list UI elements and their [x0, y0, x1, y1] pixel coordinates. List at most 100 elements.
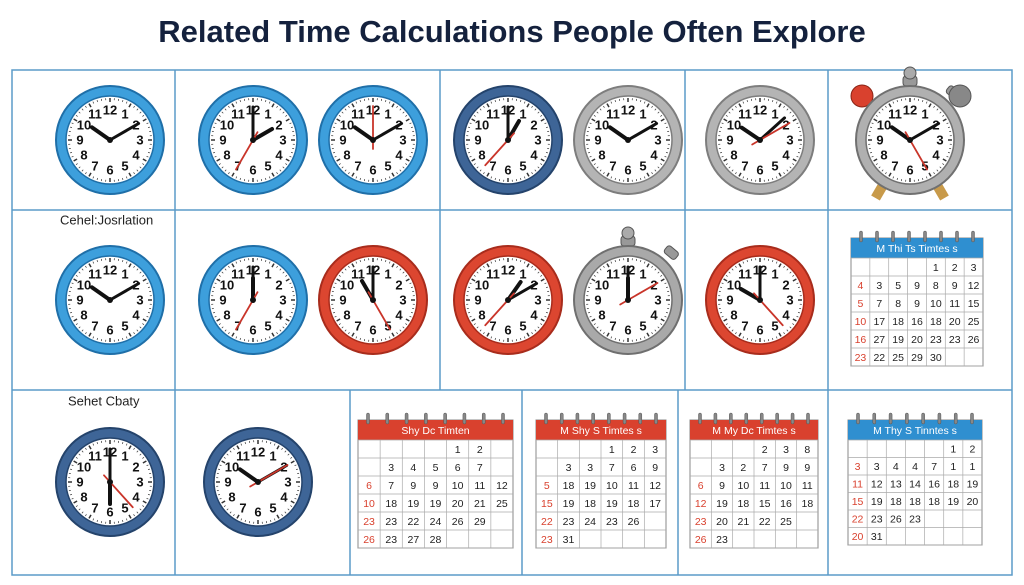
hour-hand: [251, 127, 275, 142]
calendar-day: 20: [911, 334, 923, 346]
minute-tick: [281, 447, 283, 450]
spiral-ring: [856, 412, 860, 425]
minute-tick: [75, 275, 78, 277]
minute-tick: [587, 286, 591, 288]
calendar-day: 2: [762, 444, 768, 456]
calendar-day: 7: [609, 462, 615, 474]
minute-tick: [217, 468, 221, 470]
minute-tick: [235, 336, 238, 339]
minute-tick: [537, 271, 540, 274]
minute-tick: [796, 282, 799, 285]
clock-numeral: 4: [275, 147, 283, 162]
minute-tick: [479, 169, 482, 172]
clock-numeral: 11: [231, 106, 245, 121]
minute-tick: [731, 169, 734, 172]
spiral-ring: [638, 412, 643, 425]
minute-tick: [142, 323, 145, 325]
clock: 121234567891011: [55, 245, 165, 355]
minute-tick: [146, 282, 149, 285]
minute-tick: [276, 445, 280, 450]
clock-numeral: 1: [264, 106, 271, 121]
minute-tick: [922, 177, 924, 181]
minute-tick: [545, 126, 549, 128]
crown-knob: [621, 226, 635, 240]
minute-tick: [139, 453, 142, 456]
hour-hand: [607, 125, 630, 142]
minute-tick: [348, 332, 350, 335]
minute-tick: [402, 271, 405, 274]
calendar-day: 18: [385, 498, 397, 510]
clock: 121234567891011: [705, 245, 815, 355]
clock-numeral: 12: [251, 444, 265, 459]
minute-tick: [351, 263, 355, 268]
minute-tick: [490, 101, 493, 104]
minute-tick: [596, 326, 599, 329]
clock-hub: [757, 297, 763, 303]
minute-tick: [735, 172, 737, 175]
minute-tick: [792, 323, 795, 325]
minute-tick: [483, 332, 485, 335]
hour-hand: [738, 287, 762, 302]
minute-tick: [289, 282, 292, 285]
calendar-day: 5: [895, 280, 901, 292]
clock-numeral: 5: [269, 500, 276, 515]
minute-tick: [359, 259, 361, 263]
minute-tick: [285, 323, 288, 325]
spiral-ring: [607, 412, 611, 425]
calendar-header-text: M My Dc Timtes s: [712, 425, 795, 437]
calendar-day: 1: [933, 262, 939, 274]
minute-tick: [775, 176, 778, 179]
minute-tick: [92, 176, 95, 179]
clock-hub: [107, 137, 113, 143]
calendar-day: 23: [695, 516, 707, 528]
minute-tick: [282, 166, 285, 169]
minute-tick: [596, 271, 599, 274]
calendar-day: 26: [363, 534, 375, 546]
minute-tick: [136, 108, 139, 111]
clock-hub: [625, 297, 631, 303]
minute-tick: [405, 278, 410, 282]
minute-tick: [133, 105, 135, 108]
minute-tick: [284, 450, 287, 453]
clock-numeral: 8: [223, 147, 230, 162]
clock-numeral: 5: [121, 500, 128, 515]
minute-tick: [268, 336, 271, 339]
minute-tick: [789, 271, 792, 274]
clock-numeral: 5: [519, 318, 526, 333]
spiral-ring: [744, 412, 749, 425]
calendar-day: 11: [852, 479, 863, 491]
clock-numeral: 9: [219, 292, 226, 307]
minute-tick: [239, 177, 241, 181]
minute-tick: [336, 158, 341, 162]
minute-tick: [289, 122, 292, 125]
minute-tick: [520, 337, 522, 341]
clock: 121234567891011: [705, 85, 815, 195]
clock-numeral: 7: [609, 318, 616, 333]
minute-tick: [593, 163, 596, 165]
calendar-day: 23: [385, 534, 397, 546]
minute-tick: [660, 275, 663, 277]
calendar-day: 18: [563, 480, 575, 492]
minute-tick: [78, 453, 81, 456]
minute-tick: [469, 282, 472, 285]
minute-tick: [81, 108, 84, 111]
minute-tick: [888, 103, 892, 108]
calendar-day: 25: [968, 316, 980, 328]
calendar-day: 23: [385, 516, 397, 528]
minute-tick: [78, 326, 81, 329]
clock-numeral: 8: [228, 489, 235, 504]
minute-tick: [351, 103, 355, 108]
minute-tick: [273, 443, 276, 446]
clock-numeral: 9: [594, 292, 601, 307]
minute-tick: [796, 122, 799, 125]
minute-tick: [276, 332, 278, 335]
minute-tick: [664, 155, 667, 158]
minute-tick: [142, 457, 145, 459]
minute-tick: [742, 261, 745, 264]
minute-tick: [792, 275, 795, 277]
minute-tick: [78, 271, 81, 274]
hour-hand: [352, 125, 375, 142]
clock-numeral: 3: [534, 132, 541, 147]
calendar-day: 24: [430, 516, 442, 528]
